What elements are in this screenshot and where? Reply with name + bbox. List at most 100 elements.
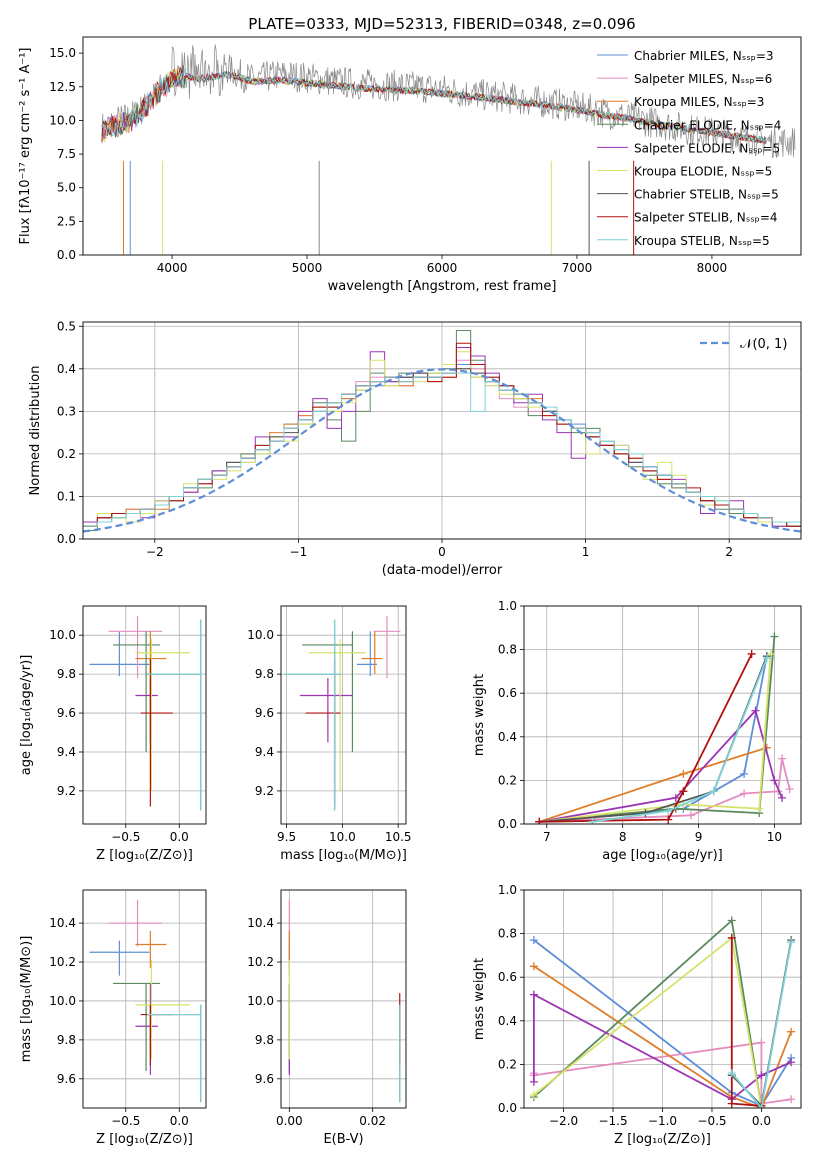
weight-marker [762, 654, 771, 663]
x-tick-label: 8 [619, 830, 627, 844]
normal-curve [83, 368, 801, 533]
y-tick-label: 10.2 [247, 955, 274, 969]
weight-marker [757, 1071, 766, 1080]
y-tick-label: 9.6 [255, 1072, 274, 1086]
axes-frame [523, 605, 802, 825]
weight-marker [785, 785, 794, 794]
plot-area [529, 916, 796, 1108]
errorbar-kroupa-stelib [284, 619, 341, 811]
panel-mass-vs-ebv: 0.00 0.02 9.6 9.8 10.0 10.2 10.4 E(B-V) [247, 889, 407, 1147]
errorbar-chabrier-miles [89, 631, 150, 677]
legend-label: Salpeter MILES, Nₛₛₚ=6 [634, 72, 772, 86]
x-tick-label: −1 [290, 545, 308, 559]
panel-spectrum: 4000 5000 6000 7000 8000 0.0 2.5 5.0 7.5 10.0 12.5… [18, 36, 802, 294]
weight-marker [755, 804, 764, 813]
x-axis-label: Z [log₁₀(Z/Z⊙)] [96, 1132, 193, 1147]
y-tick-label: 9.6 [57, 1072, 76, 1086]
y-tick-label: 9.8 [255, 667, 274, 681]
errorbar-chabrier-stelib [284, 619, 341, 811]
errorbar-kroupa-stelib [147, 619, 202, 811]
errorbar-kroupa-miles [135, 930, 167, 968]
plot-area [535, 632, 794, 824]
y-tick-label: 7.5 [57, 147, 76, 161]
y-tick-label: 10.0 [49, 113, 76, 127]
y-tick-label: 10.0 [247, 994, 274, 1008]
weight-line [731, 942, 792, 1108]
weight-line [533, 918, 763, 1108]
errorbar-salpeter-elodie [299, 678, 353, 743]
y-tick-label: 0.0 [57, 532, 76, 546]
errorbar-chabrier-elodie [112, 631, 161, 752]
spectrum-data-line [101, 44, 796, 159]
y-tick-label: 1.0 [498, 883, 517, 897]
legend-label: Chabrier STELIB, Nₛₛₚ=5 [634, 188, 779, 202]
y-tick-label: 0.8 [498, 643, 517, 657]
y-tick-label: 10.4 [247, 916, 274, 930]
weight-marker [747, 649, 756, 658]
legend-label: Kroupa ELODIE, Nₛₛₚ=5 [634, 165, 772, 179]
errorbar-salpeter-miles [373, 615, 401, 679]
errorbar-kroupa-elodie [135, 639, 190, 791]
x-axis-label: Z [log₁₀(Z/Z⊙)] [614, 1132, 711, 1147]
x-axis-label: age [log₁₀(age/yr)] [602, 848, 723, 863]
y-tick-label: 0.8 [498, 927, 517, 941]
y-tick-label: 0.0 [57, 248, 76, 262]
y-tick-label: 15.0 [49, 46, 76, 60]
y-axis-label: age [log₁₀(age/yr)] [19, 655, 34, 776]
x-tick-label: 9.5 [277, 830, 296, 844]
spectrum-model-kroupa-stelib [101, 68, 767, 143]
x-tick-label: 5000 [292, 261, 323, 275]
weight-marker [770, 776, 779, 785]
y-tick-label: 0.1 [57, 489, 76, 503]
y-tick-label: 0.6 [498, 686, 517, 700]
y-axis-label: Flux [fλ10⁻¹⁷ erg cm⁻² s⁻¹ A⁻¹] [18, 48, 33, 245]
y-axis-label: mass weight [472, 674, 487, 756]
axes-frame [280, 889, 407, 1109]
panel-mass-weight-vs-age: 7 8 9 10 0.0 0.2 0.4 0.6 0.8 1.0 age [log₁₀(age/yr… [472, 599, 802, 863]
panel-mass-vs-Z: −0.5 0.0 9.6 9.8 10.0 10.2 10.4 Z [log₁₀(Z/Z⊙)]… [19, 889, 207, 1147]
y-tick-label: 1.0 [498, 599, 517, 613]
y-tick-label: 2.5 [57, 214, 76, 228]
axes-frame [82, 889, 207, 1109]
weight-marker [727, 916, 736, 925]
figure-title: PLATE=0333, MJD=52313, FIBERID=0348, z=0… [248, 15, 635, 33]
y-tick-label: 9.4 [57, 745, 76, 759]
axes-frame [82, 321, 802, 540]
weight-line-chabrier-elodie [535, 632, 779, 824]
legend-label: Chabrier ELODIE, Nₛₛₚ=4 [634, 118, 781, 132]
weight-marker [787, 938, 796, 947]
panel-residuals: −2 −1 0 1 2 0.0 0.1 0.2 0.3 0.4 0.5 (data-model)/er… [28, 319, 802, 578]
x-tick-label: 6000 [427, 261, 458, 275]
errorbar-kroupa-miles [361, 631, 383, 675]
y-tick-label: 9.6 [255, 706, 274, 720]
panel-age-vs-mass: 9.5 10.0 10.5 9.2 9.4 9.6 9.8 10.0 mass [log₁₀(M… [247, 605, 412, 863]
x-axis-label: Z [log₁₀(Z/Z⊙)] [96, 848, 193, 863]
x-tick-label: 0.0 [170, 830, 189, 844]
x-tick-label: −1.5 [598, 1114, 627, 1128]
errorbar-salpeter-miles [108, 615, 163, 679]
errorbar-kroupa-elodie [135, 960, 190, 1060]
weight-marker [751, 706, 760, 715]
x-axis-label: mass [log₁₀(M/M⊙)] [280, 848, 407, 863]
y-tick-label: 0.4 [498, 730, 517, 744]
x-tick-label: 0.00 [276, 1114, 303, 1128]
errorbar-chabrier-stelib [147, 619, 202, 811]
weight-marker [535, 817, 544, 824]
panel-age-vs-Z: −0.5 0.0 9.2 9.4 9.6 9.8 10.0 Z [log₁₀(Z/Z⊙)] ag… [19, 605, 207, 863]
x-tick-label: 0.02 [359, 1114, 386, 1128]
y-tick-label: 0.2 [498, 773, 517, 787]
legend-label: Kroupa STELIB, Nₛₛₚ=5 [634, 234, 770, 248]
x-tick-label: 4000 [157, 261, 188, 275]
y-tick-label: 9.8 [57, 1033, 76, 1047]
x-tick-label: −2.0 [549, 1114, 578, 1128]
weight-marker [757, 1038, 766, 1047]
errorbar-chabrier-elodie [112, 982, 161, 1072]
x-tick-label: 8000 [697, 261, 728, 275]
weight-line [539, 653, 753, 823]
histogram-kroupa-stelib [83, 372, 801, 539]
y-tick-label: 9.4 [255, 745, 274, 759]
weight-line [539, 636, 776, 823]
errorbar-chabrier-elodie [302, 631, 354, 752]
weight-line [533, 936, 763, 1108]
y-tick-label: 0.4 [498, 1014, 517, 1028]
